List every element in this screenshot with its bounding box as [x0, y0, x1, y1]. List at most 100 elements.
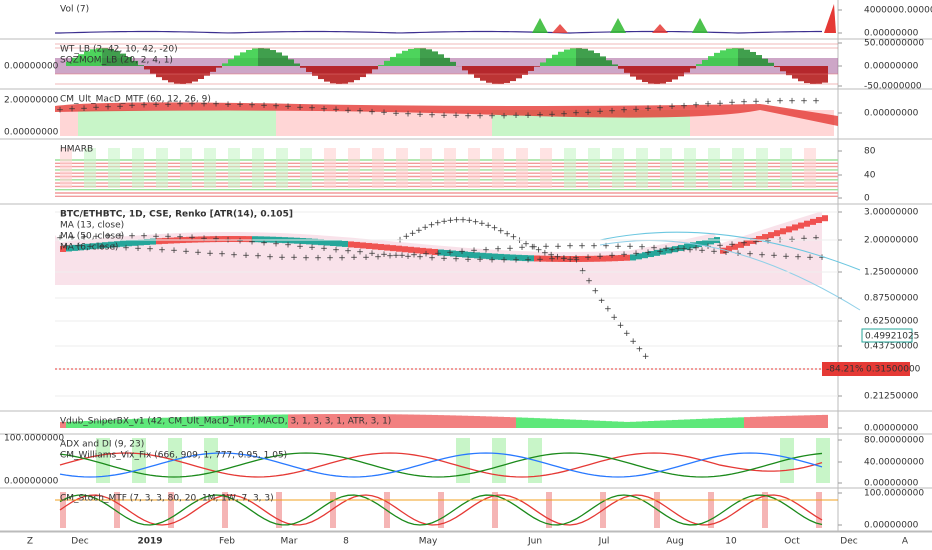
hma-block	[564, 148, 576, 188]
left-axis-label: 0.00000000	[4, 128, 59, 138]
price-axis-label: 0	[864, 194, 870, 204]
ma-cross: +	[284, 241, 292, 251]
ma-cross: +	[230, 250, 238, 260]
ma-cross: +	[140, 232, 148, 242]
ma-cross: +	[62, 242, 70, 252]
ma-cross: +	[266, 252, 274, 262]
renko-brick	[246, 236, 252, 243]
vdub-bar	[600, 420, 606, 428]
renko-brick	[102, 242, 108, 249]
vdub-bar	[468, 415, 474, 428]
ma-cross: +	[122, 243, 130, 253]
momentum-bar	[414, 48, 420, 66]
vdub-bar	[660, 420, 666, 428]
renko-brick	[150, 238, 156, 245]
renko-brick	[162, 237, 168, 244]
macd-cross: +	[596, 107, 604, 117]
time-axis-label: Jul	[598, 537, 610, 547]
vdub-bar	[144, 418, 150, 428]
hma-block	[684, 148, 696, 188]
ma-cross: +	[368, 249, 376, 259]
hma-block	[372, 148, 384, 188]
ma-cross: +	[770, 251, 778, 261]
renko-brick	[798, 222, 804, 229]
ma-cross: +	[128, 232, 136, 242]
vdub-bar	[504, 417, 510, 428]
price-axis-label: 2.00000000	[864, 236, 919, 246]
ma-cross: +	[314, 253, 322, 263]
orange-cross: +	[403, 232, 411, 242]
macd-cross: +	[584, 108, 592, 118]
vdub-bar	[306, 414, 312, 428]
renko-brick	[120, 240, 126, 247]
macd-strip	[186, 110, 204, 136]
orange-cross: +	[503, 229, 511, 239]
momentum-bar	[252, 48, 258, 66]
hma-block	[108, 148, 120, 188]
macd-cross: +	[488, 111, 496, 121]
orange-cross: +	[535, 246, 543, 256]
momentum-bar	[444, 57, 450, 66]
macd-cross: +	[212, 100, 220, 110]
ma-cross: +	[362, 253, 370, 263]
vdub-bar	[126, 419, 132, 428]
macd-strip	[96, 110, 114, 136]
macd-strip	[240, 110, 258, 136]
momentum-bar	[636, 66, 642, 80]
ma-cross: +	[632, 249, 640, 259]
vdub-bar	[336, 414, 342, 428]
corner-right[interactable]: A	[902, 537, 909, 547]
orange-cross: +	[642, 352, 650, 362]
ma-cross: +	[440, 254, 448, 264]
stoch-strip	[168, 492, 174, 528]
macd-cross: +	[56, 106, 64, 116]
renko-brick	[480, 252, 486, 259]
time-axis-label: Jun	[527, 537, 542, 547]
vdub-bar	[96, 420, 102, 428]
ma-cross: +	[464, 255, 472, 265]
renko-brick	[438, 249, 444, 256]
stoch-strip	[222, 492, 228, 528]
price-axis-label: 0.00000000	[864, 479, 919, 489]
vdub-bar	[702, 418, 708, 428]
macd-cross: +	[164, 100, 172, 110]
ma-cross: +	[596, 252, 604, 262]
renko-brick	[204, 236, 210, 243]
momentum-bar	[528, 66, 534, 71]
macd-cross: +	[152, 100, 160, 110]
macd-cross: +	[92, 103, 100, 113]
momentum-bar	[396, 53, 402, 66]
vdub-bar	[726, 417, 732, 428]
ma-cross: +	[254, 252, 262, 262]
renko-brick	[72, 244, 78, 251]
renko-brick	[252, 236, 258, 243]
vdub-bar	[390, 414, 396, 428]
adx-strip	[492, 438, 506, 483]
corner-left[interactable]: Z	[27, 537, 33, 547]
macd-strip	[402, 110, 420, 136]
ma-cross: +	[650, 243, 658, 253]
vdub-bar	[270, 414, 276, 428]
momentum-bar	[582, 48, 588, 66]
macd-cross: +	[776, 97, 784, 107]
renko-brick	[564, 255, 570, 262]
renko-brick	[240, 236, 246, 243]
ma-cross: +	[332, 245, 340, 255]
vdub-bar	[420, 414, 426, 428]
macd-cross: +	[176, 100, 184, 110]
vdub-bar	[816, 415, 822, 428]
macd-cross: +	[320, 104, 328, 114]
vdub-bar	[462, 415, 468, 428]
time-axis-label: May	[419, 537, 438, 547]
hma-block	[468, 148, 480, 188]
renko-brick	[558, 255, 564, 262]
vdub-bar	[210, 416, 216, 428]
renko-brick	[816, 217, 822, 224]
ma-cross: +	[698, 246, 706, 256]
vdub-bar	[378, 414, 384, 428]
pane-title: CM_Stoch_MTF (7, 3, 3, 80, 20, 1M, 1W, 7…	[60, 494, 274, 504]
vdub-bar	[762, 416, 768, 428]
ma-cross: +	[674, 245, 682, 255]
momentum-bar	[66, 61, 72, 66]
macd-cross: +	[380, 108, 388, 118]
